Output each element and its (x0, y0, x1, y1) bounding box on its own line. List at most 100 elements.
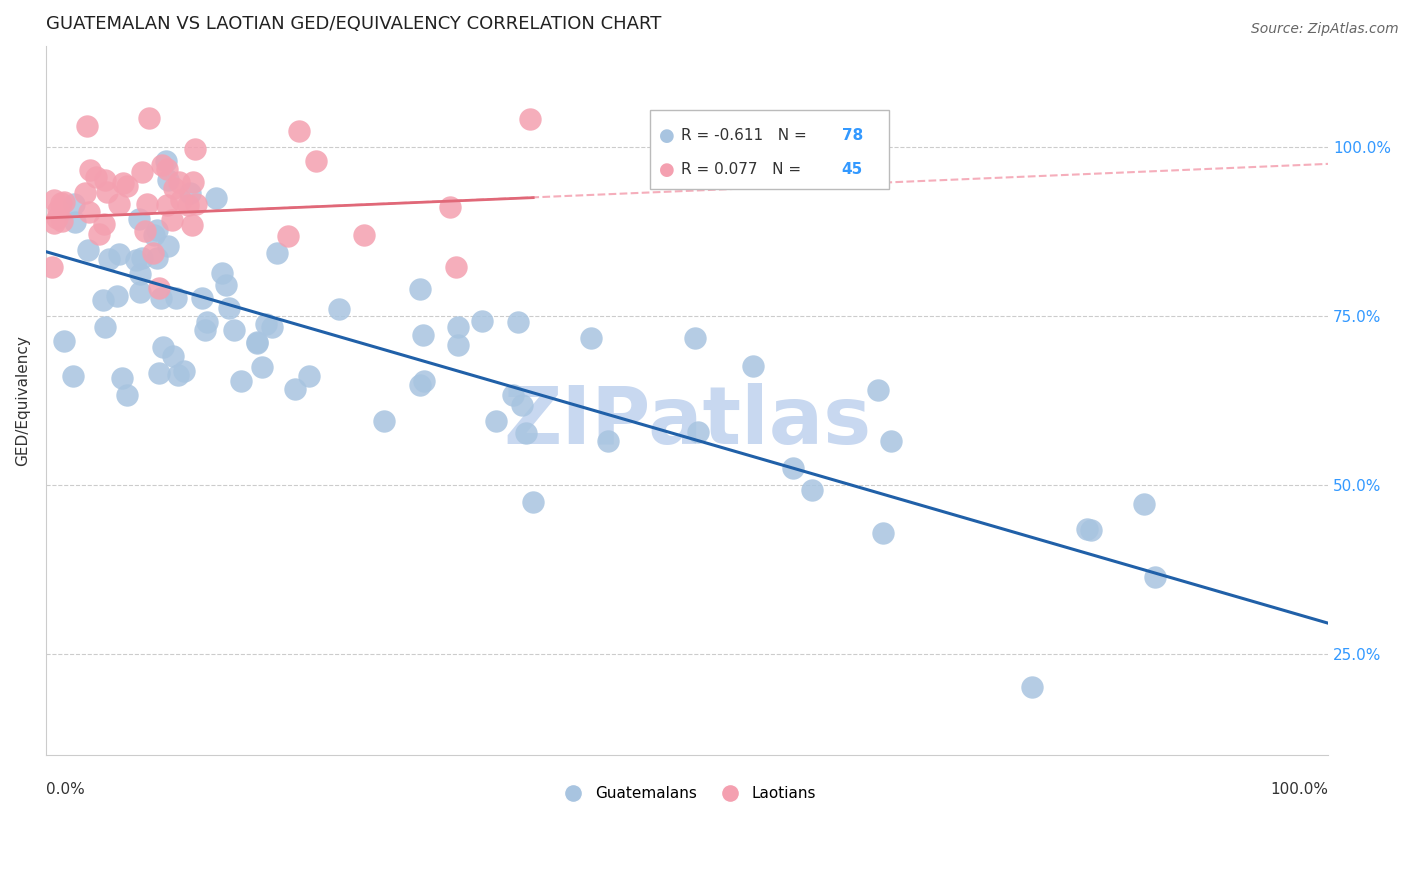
Point (177, 198, 200, 212)
Point (138, 111, 160, 125)
Text: 0.0%: 0.0% (46, 782, 84, 797)
Point (246, 336, 269, 351)
Point (156, 197, 179, 211)
Point (205, 190, 228, 204)
Text: GUATEMALAN VS LAOTIAN GED/EQUIVALENCY CORRELATION CHART: GUATEMALAN VS LAOTIAN GED/EQUIVALENCY CO… (46, 15, 661, 33)
Point (260, 319, 283, 334)
Point (115, 387, 138, 401)
Point (880, 434, 903, 449)
Point (471, 314, 494, 328)
Point (502, 387, 524, 401)
Point (167, 368, 190, 383)
Point (222, 323, 245, 337)
Point (579, 331, 602, 345)
Point (195, 315, 218, 329)
Point (868, 383, 890, 397)
Point (86, 169, 108, 184)
Point (51, 214, 73, 228)
Point (152, 158, 174, 172)
Point (62, 368, 84, 383)
Point (506, 314, 529, 328)
Point (148, 280, 170, 294)
Point (782, 460, 804, 475)
Point (156, 161, 179, 176)
Point (98, 252, 121, 267)
Point (409, 377, 432, 392)
Point (181, 219, 204, 233)
Point (215, 277, 238, 292)
Point (683, 331, 706, 345)
Point (328, 302, 350, 317)
Point (155, 154, 177, 169)
Point (1076, 522, 1098, 536)
Point (522, 495, 544, 509)
Point (152, 340, 174, 354)
Point (211, 266, 233, 280)
Point (444, 260, 467, 274)
Point (79, 162, 101, 177)
Point (76, 243, 98, 257)
Point (485, 414, 508, 428)
Point (131, 251, 153, 265)
Point (125, 253, 148, 268)
Point (298, 369, 321, 384)
Point (53, 334, 76, 348)
Point (46, 203, 69, 218)
Point (76, 120, 98, 134)
Point (231, 374, 253, 388)
Point (1080, 523, 1102, 537)
Point (439, 200, 461, 214)
Point (73, 186, 96, 200)
Point (165, 291, 187, 305)
Y-axis label: GED/Equivalency: GED/Equivalency (15, 334, 30, 466)
Point (447, 320, 470, 334)
Point (134, 223, 156, 237)
Point (94, 320, 117, 334)
Point (112, 176, 135, 190)
Point (49, 195, 72, 210)
Point (63, 197, 86, 211)
Text: 78: 78 (842, 128, 863, 144)
Point (173, 364, 195, 378)
Point (146, 223, 169, 237)
Point (284, 383, 307, 397)
Point (117, 179, 139, 194)
Point (184, 197, 207, 211)
Point (128, 285, 150, 299)
Point (409, 282, 432, 296)
Point (96, 185, 118, 199)
Point (447, 338, 470, 352)
Point (65, 215, 87, 229)
Point (266, 246, 288, 260)
Point (1133, 498, 1156, 512)
Point (596, 434, 619, 449)
Point (105, 289, 128, 303)
Point (149, 291, 172, 305)
Point (179, 186, 201, 201)
Point (181, 175, 204, 189)
Point (872, 526, 894, 541)
Point (184, 142, 207, 156)
Text: 100.0%: 100.0% (1270, 782, 1329, 797)
Point (142, 246, 165, 260)
Point (519, 112, 541, 126)
Text: R = 0.077   N =: R = 0.077 N = (681, 162, 806, 178)
Point (129, 267, 152, 281)
Point (46, 211, 69, 225)
Point (194, 323, 217, 337)
Point (108, 247, 131, 261)
Text: Source: ZipAtlas.com: Source: ZipAtlas.com (1251, 22, 1399, 37)
Point (254, 318, 277, 332)
Point (413, 374, 436, 388)
Point (162, 213, 184, 227)
Point (42, 193, 65, 207)
Point (246, 335, 269, 350)
Point (1021, 681, 1043, 695)
Point (93, 217, 115, 231)
Point (688, 425, 710, 439)
Text: ●: ● (659, 127, 675, 145)
Point (52, 194, 75, 209)
Point (353, 228, 375, 243)
Point (89, 227, 111, 241)
Point (143, 228, 166, 243)
